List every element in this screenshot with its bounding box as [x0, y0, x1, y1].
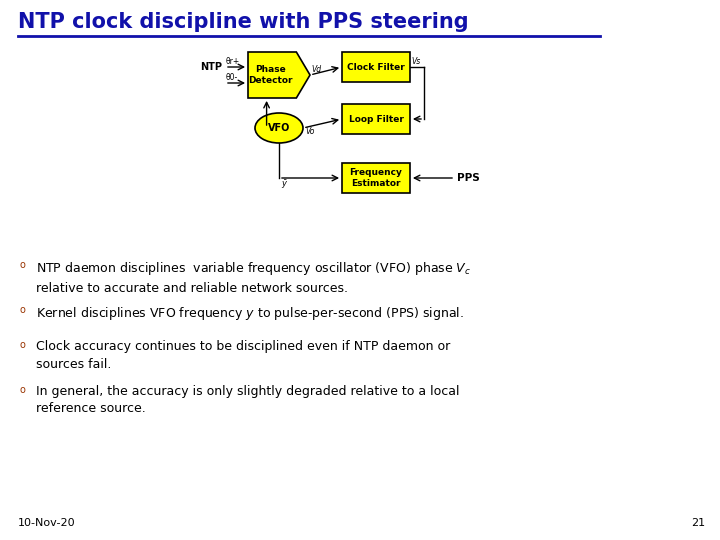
Text: NTP daemon disciplines  variable frequency oscillator (VFO) phase $\mathit{V}_c$: NTP daemon disciplines variable frequenc…	[36, 260, 471, 294]
Text: Phase
Detector: Phase Detector	[248, 65, 292, 85]
Text: Frequency
Estimator: Frequency Estimator	[350, 168, 402, 188]
Text: ȳ: ȳ	[281, 179, 286, 188]
Text: 21: 21	[691, 518, 705, 528]
Text: Vo: Vo	[305, 127, 315, 137]
Text: Clock accuracy continues to be disciplined even if NTP daemon or
sources fail.: Clock accuracy continues to be disciplin…	[36, 340, 450, 370]
Text: In general, the accuracy is only slightly degraded relative to a local
reference: In general, the accuracy is only slightl…	[36, 385, 459, 415]
Text: Vd: Vd	[311, 65, 321, 75]
Text: o: o	[19, 260, 25, 270]
Text: Loop Filter: Loop Filter	[348, 114, 403, 124]
Text: VFO: VFO	[268, 123, 290, 133]
Text: NTP clock discipline with PPS steering: NTP clock discipline with PPS steering	[18, 12, 469, 32]
Bar	[342, 163, 410, 193]
Bar	[342, 104, 410, 134]
Text: o: o	[19, 340, 25, 350]
Text: o: o	[19, 305, 25, 315]
Text: NTP: NTP	[200, 62, 222, 72]
Polygon shape	[248, 52, 310, 98]
Text: Vs: Vs	[411, 57, 420, 66]
Text: θr+: θr+	[226, 57, 240, 65]
Text: Kernel disciplines VFO frequency $\mathit{y}$ to pulse-per-second (PPS) signal.: Kernel disciplines VFO frequency $\mathi…	[36, 305, 464, 322]
Text: 10-Nov-20: 10-Nov-20	[18, 518, 76, 528]
Text: Clock Filter: Clock Filter	[347, 63, 405, 71]
Text: θ0-: θ0-	[226, 72, 238, 82]
Text: o: o	[19, 385, 25, 395]
Ellipse shape	[255, 113, 303, 143]
Bar	[342, 52, 410, 82]
Text: PPS: PPS	[457, 173, 480, 183]
